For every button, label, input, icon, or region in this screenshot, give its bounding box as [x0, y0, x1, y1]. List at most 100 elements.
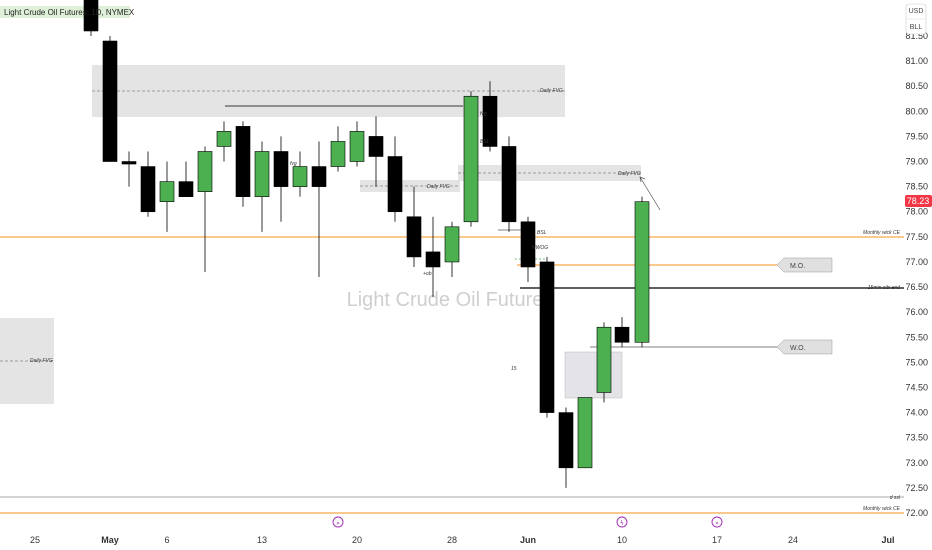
candles-group	[83, 0, 650, 488]
time-tick-label: 28	[447, 535, 457, 545]
svg-text:»: »	[336, 520, 340, 527]
price-tick-label: 76.00	[905, 307, 928, 317]
price-tick-label: 80.50	[905, 81, 928, 91]
candle-body	[614, 326, 630, 343]
candle-body	[634, 201, 650, 343]
sibi-end-label: 15min sibi end	[868, 285, 900, 291]
fifteen-label: 15	[511, 366, 517, 372]
mo-tag-label: M.O.	[790, 263, 805, 270]
candle-body	[292, 166, 308, 187]
candle-body	[140, 166, 156, 213]
candle-body	[387, 156, 403, 213]
event-icon-3[interactable]: »	[711, 516, 723, 528]
candle-body	[368, 136, 384, 157]
price-tick-label: 78.00	[905, 207, 928, 217]
time-axis[interactable]	[0, 528, 932, 550]
fvg-label-1: fvg	[290, 161, 297, 167]
svg-text:ϟ: ϟ	[620, 520, 624, 527]
price-tick-label: 75.50	[905, 332, 928, 342]
candle-body	[159, 181, 175, 202]
price-tick-label: 74.50	[905, 382, 928, 392]
mo-tag	[776, 257, 833, 273]
time-tick-label: Jul	[881, 535, 894, 545]
price-tick-label: 77.50	[905, 232, 928, 242]
d-ssl-label: d ssl	[890, 495, 901, 501]
price-tick-label: 74.00	[905, 408, 928, 418]
candle-body	[558, 412, 574, 469]
candle-body	[330, 141, 346, 167]
price-tick-label: 73.50	[905, 433, 928, 443]
candle-body	[83, 0, 99, 32]
candle-body	[235, 126, 251, 197]
candle-body	[197, 151, 213, 192]
candle-body	[102, 40, 118, 162]
candle-body	[463, 95, 479, 223]
time-tick-label: 13	[257, 535, 267, 545]
monthly-wick-ce-label: Monthly wick CE	[863, 230, 901, 236]
ob-label: +ob	[423, 271, 432, 277]
nwog-label: NWOG	[532, 245, 548, 251]
candle-body	[406, 216, 422, 258]
time-tick-label: 20	[352, 535, 362, 545]
price-tick-label: 75.00	[905, 357, 928, 367]
price-tick-label: 73.00	[905, 458, 928, 468]
price-tick-label: 79.50	[905, 131, 928, 141]
candle-body	[501, 146, 517, 223]
arrow-head-icon	[639, 176, 646, 183]
bsl-label-2: BSL	[537, 230, 547, 236]
wo-tag	[776, 339, 833, 355]
time-tick-label: 6	[164, 535, 169, 545]
price-tick-label: 72.00	[905, 508, 928, 518]
daily-fvg-label-top: Daily FVG	[540, 88, 563, 94]
price-tick-label: 72.50	[905, 483, 928, 493]
current-price-label: 78.23	[907, 196, 930, 206]
event-icon-1[interactable]: »	[332, 516, 344, 528]
candle-body	[349, 131, 365, 162]
unit-label: BLL	[910, 24, 923, 31]
price-tick-label: 81.00	[905, 56, 928, 66]
candle-body	[577, 397, 593, 469]
price-axis-labels: 81.50 81.00 80.50 80.00 79.50 79.00 78.50 78.00…	[905, 31, 928, 518]
time-tick-label: Jun	[520, 535, 536, 545]
ob-zone	[564, 351, 623, 399]
price-tick-label: 76.50	[905, 282, 928, 292]
daily-fvg-label-mid: Daily FVG	[618, 171, 641, 177]
arrow-line	[639, 176, 661, 211]
time-tick-label: 24	[788, 535, 798, 545]
wo-tag-label: W.O.	[790, 345, 806, 352]
event-icon-2[interactable]: ϟ	[616, 516, 628, 528]
svg-text:»: »	[715, 520, 719, 527]
currency-label: USD	[909, 8, 924, 15]
candle-body	[311, 166, 327, 187]
watermark-text: Light Crude Oil Futures	[347, 289, 554, 311]
daily-fvg-label-small: Daily FVG	[427, 184, 450, 190]
price-tick-label: 79.00	[905, 157, 928, 167]
price-tick-label: 78.50	[905, 182, 928, 192]
candle-body	[596, 326, 612, 393]
price-tick-label: 81.50	[905, 31, 928, 41]
time-tick-label: 17	[712, 535, 722, 545]
bsl-label-1: BSL	[480, 139, 490, 145]
current-price-tag	[905, 195, 932, 207]
candle-body	[539, 261, 555, 413]
time-tick-label: 10	[617, 535, 627, 545]
price-axis[interactable]	[904, 0, 932, 528]
candle-body	[482, 95, 498, 147]
time-axis-labels: 25 May 6 13 20 28 Jun 10 17 24 Jul	[30, 535, 895, 545]
candle-body	[216, 131, 232, 147]
candle-body	[121, 161, 137, 165]
price-tick-label: 80.00	[905, 106, 928, 116]
time-tick-label: 25	[30, 535, 40, 545]
candle-body	[444, 226, 460, 263]
candle-body	[273, 151, 289, 187]
candle-body	[425, 251, 441, 268]
fvg-label-2: fvg	[480, 111, 487, 117]
candle-body	[178, 181, 194, 197]
time-tick-label: May	[101, 535, 119, 545]
monthly-wick-ce-label-2: Monthly wick CE	[863, 506, 901, 512]
candle-body	[520, 221, 536, 268]
price-tick-label: 77.00	[905, 257, 928, 267]
chart-title: Light Crude Oil Futures, 1D, NYMEX	[4, 8, 135, 17]
daily-fvg-label-left: Daily FVG	[30, 358, 53, 364]
